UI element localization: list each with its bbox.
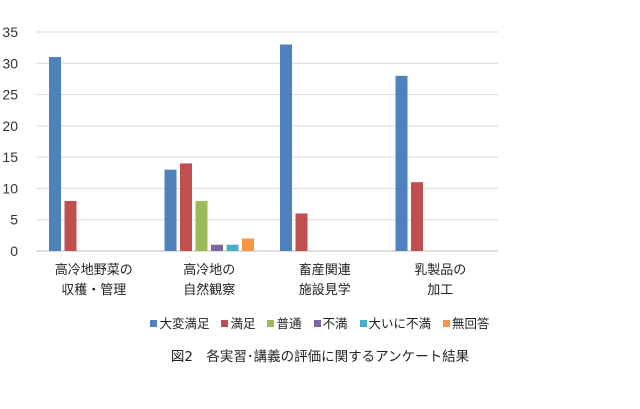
legend-label: 普通: [276, 316, 302, 331]
x-category-label: 加工: [427, 283, 453, 298]
x-category-label: 高冷地の: [183, 262, 235, 278]
y-tick-label: 35: [2, 24, 18, 40]
x-category-label: 自然観察: [183, 282, 235, 298]
legend-item: 大変満足: [150, 313, 209, 332]
bar: [211, 244, 223, 251]
y-tick-label: 5: [10, 212, 18, 228]
legend: 大変満足 満足 普通 不満 大いに不満 無回答: [0, 313, 640, 332]
y-tick-label: 30: [2, 55, 18, 71]
y-tick-label: 25: [2, 87, 18, 103]
x-category-label: 畜産関連: [299, 262, 351, 278]
figure-caption: 図2 各実習･講義の評価に関するアンケート結果: [170, 349, 470, 365]
bar: [242, 238, 254, 251]
legend-item: 無回答: [443, 313, 490, 332]
bar: [226, 244, 239, 251]
legend-swatch: [221, 320, 229, 327]
y-tick-label: 20: [2, 118, 18, 134]
legend-label: 大変満足: [159, 316, 210, 331]
x-category-label: 乳製品の: [414, 263, 466, 278]
bar: [395, 75, 408, 251]
x-category-label: 施設見学: [299, 282, 351, 298]
bar: [180, 163, 192, 251]
legend-swatch: [443, 320, 451, 327]
legend-label: 大いに不満: [368, 316, 432, 331]
legend-label: 不満: [322, 316, 348, 331]
y-tick-label: 0: [10, 243, 18, 259]
legend-swatch: [267, 320, 275, 327]
y-tick-label: 15: [2, 149, 18, 165]
legend-swatch: [150, 320, 158, 327]
legend-label: 無回答: [452, 316, 490, 331]
bar: [411, 182, 423, 251]
legend-swatch: [313, 320, 321, 327]
bar: [295, 213, 308, 251]
bar: [280, 44, 292, 252]
legend-item: 不満: [313, 313, 348, 332]
bar: [49, 57, 61, 252]
x-category-label: 収穫・管理: [61, 283, 126, 298]
legend-item: 普通: [267, 313, 302, 332]
y-tick-label: 10: [2, 180, 18, 196]
legend-swatch: [359, 320, 367, 327]
bar: [195, 200, 208, 251]
bar: [164, 169, 177, 251]
legend-item: 満足: [221, 313, 255, 332]
x-category-label: 高冷地野菜の: [55, 262, 133, 278]
legend-item: 大いに不満: [359, 313, 432, 332]
legend-label: 満足: [230, 316, 256, 331]
bar: [64, 200, 77, 251]
